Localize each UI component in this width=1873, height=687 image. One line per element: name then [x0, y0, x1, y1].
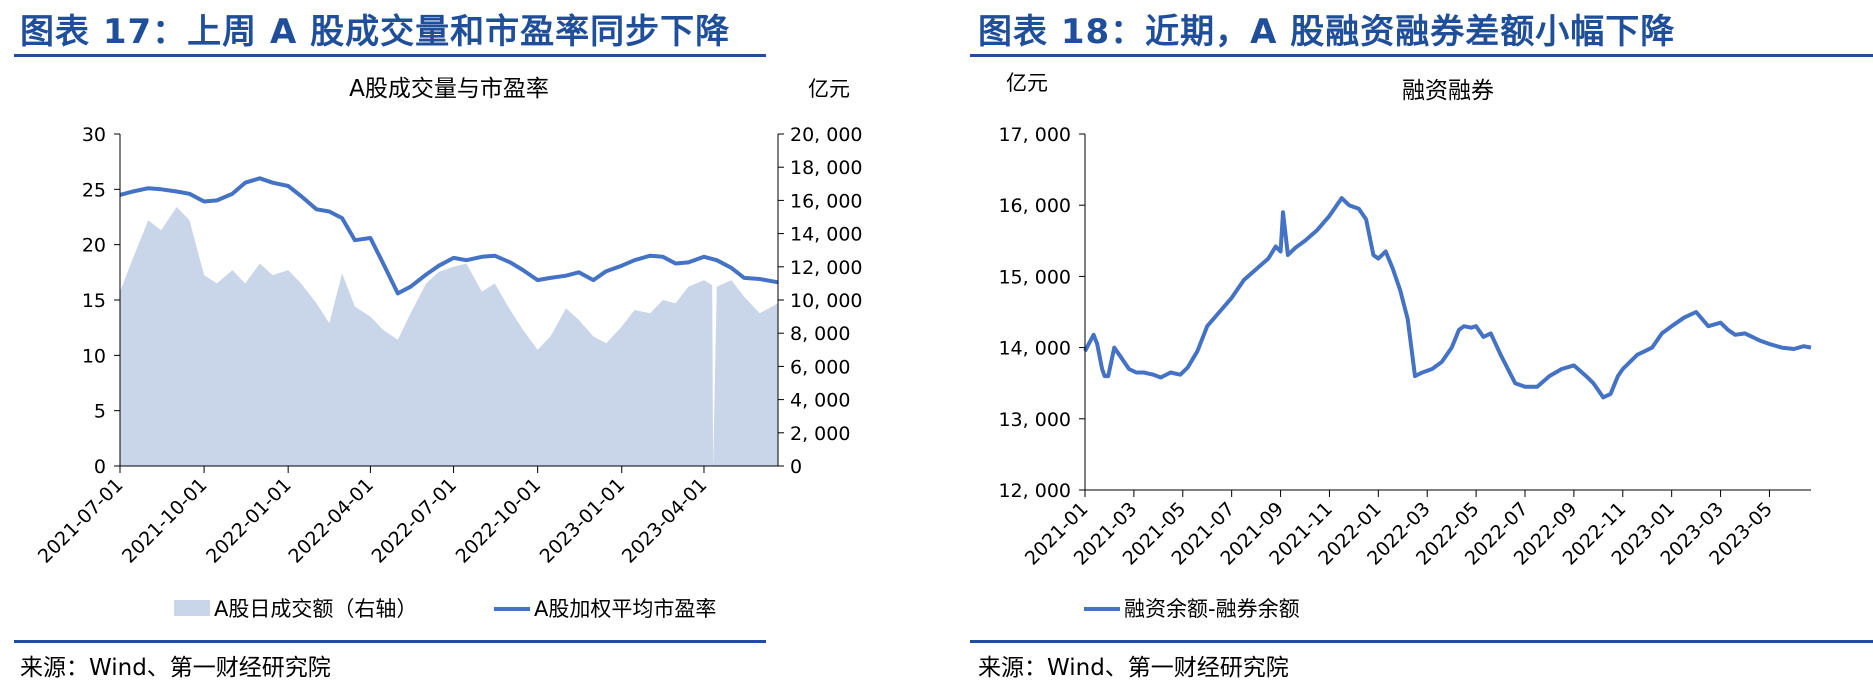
source-note: 来源：Wind、第一财经研究院 — [978, 655, 1289, 681]
legend-line-label: A股加权平均市盈率 — [534, 597, 716, 621]
y-tick-label: 13, 000 — [998, 409, 1071, 431]
right-y-tick-label: 14, 000 — [790, 224, 863, 246]
x-tick-label: 2022-04-01 — [284, 474, 378, 568]
right-y-tick-label: 8, 000 — [790, 323, 850, 345]
y-tick-label: 17, 000 — [998, 124, 1071, 146]
left-axis-unit: 亿元 — [1006, 71, 1048, 95]
x-tick-label: 2022-01-01 — [202, 474, 296, 568]
right-y-tick-label: 4, 000 — [790, 390, 850, 412]
x-tick-label: 2021-10-01 — [118, 474, 212, 568]
title-rule — [970, 54, 1873, 57]
source-rule — [14, 640, 766, 643]
left-y-tick-label: 20 — [82, 235, 106, 257]
left-y-tick-label: 10 — [82, 345, 106, 367]
right-y-tick-label: 18, 000 — [790, 157, 863, 179]
x-tick-label: 2021-07-01 — [34, 474, 128, 568]
y-tick-label: 12, 000 — [998, 480, 1071, 502]
right-y-tick-label: 6, 000 — [790, 356, 850, 378]
right-y-tick-label: 10, 000 — [790, 290, 863, 312]
source-rule — [970, 640, 1873, 643]
right-y-tick-label: 16, 000 — [790, 190, 863, 212]
pe-ratio-line — [119, 176, 779, 296]
legend-area-swatch — [174, 600, 210, 616]
figure-title: 图表 17：上周 A 股成交量和市盈率同步下降 — [20, 12, 731, 52]
left-y-tick-label: 15 — [82, 290, 106, 312]
chart-title: A股成交量与市盈率 — [349, 76, 549, 102]
y-tick-label: 16, 000 — [998, 195, 1071, 217]
right-y-tick-label: 20, 000 — [790, 124, 863, 146]
x-tick-label: 2023-04-01 — [618, 474, 712, 568]
y-tick-label: 14, 000 — [998, 338, 1071, 360]
figure-17-panel: 图表 17：上周 A 股成交量和市盈率同步下降 A股成交量与市盈率 亿元 0 5 10 1… — [0, 0, 920, 687]
title-rule — [14, 54, 766, 57]
figure-18-panel: 图表 18：近期，A 股融资融券差额小幅下降 融资融券 亿元 12, 000 13, … — [956, 0, 1873, 687]
legend-area-label: A股日成交额（右轴） — [214, 597, 417, 621]
margin-balance-line — [1083, 196, 1812, 400]
right-y-tick-label: 2, 000 — [790, 423, 850, 445]
legend-line-label: 融资余额-融券余额 — [1124, 597, 1300, 621]
left-y-tick-label: 0 — [94, 456, 106, 478]
margin-balance-chart: 融资融券 亿元 12, 000 13, 000 14, 000 15, 000 16, 00… — [998, 71, 1812, 621]
chart-title: 融资融券 — [1402, 78, 1494, 104]
left-y-tick-label: 30 — [82, 124, 106, 146]
right-y-tick-label: 0 — [790, 456, 802, 478]
right-axis-unit: 亿元 — [808, 77, 850, 101]
figure-title: 图表 18：近期，A 股融资融券差额小幅下降 — [978, 12, 1676, 52]
y-tick-label: 15, 000 — [998, 266, 1071, 288]
left-y-tick-label: 5 — [94, 401, 106, 423]
turnover-area — [120, 207, 778, 466]
right-y-tick-label: 12, 000 — [790, 257, 863, 279]
volume-pe-chart: A股成交量与市盈率 亿元 0 5 10 15 20 25 30 0 2, 000 4, 000 6, 0… — [34, 76, 863, 621]
left-y-tick-label: 25 — [82, 179, 106, 201]
x-tick-label: 2022-10-01 — [452, 474, 546, 568]
x-tick-label: 2022-07-01 — [367, 474, 461, 568]
x-tick-label: 2023-01-01 — [536, 474, 630, 568]
source-note: 来源：Wind、第一财经研究院 — [20, 655, 331, 681]
